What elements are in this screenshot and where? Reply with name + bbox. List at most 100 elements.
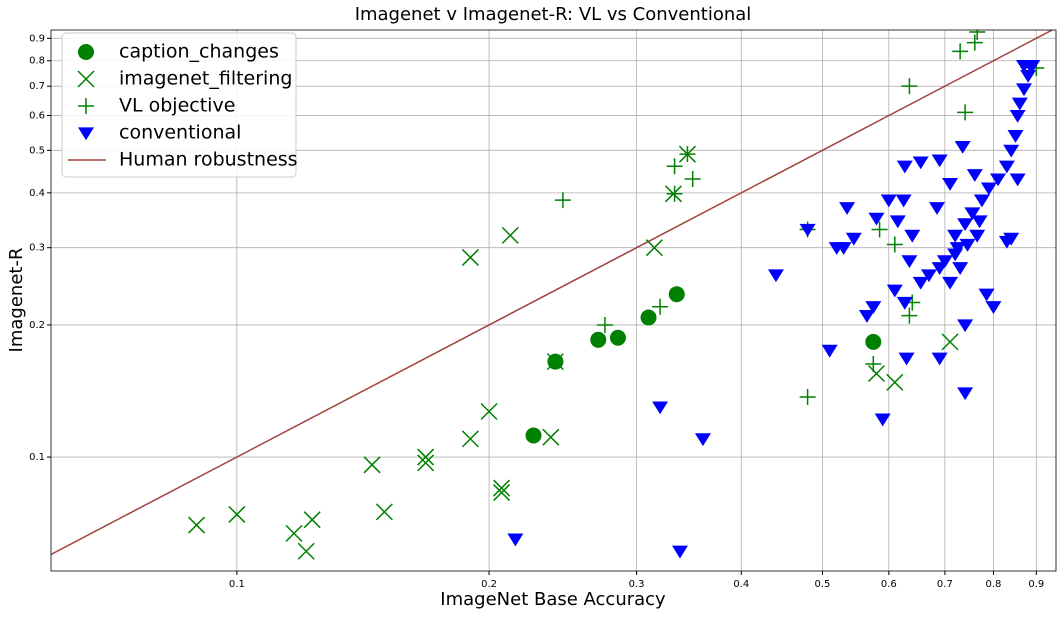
point bbox=[835, 242, 852, 255]
point bbox=[363, 456, 381, 474]
point bbox=[609, 329, 626, 346]
point bbox=[652, 298, 669, 315]
point bbox=[896, 296, 913, 310]
point bbox=[886, 284, 903, 298]
x-tick-label: 0.4 bbox=[733, 579, 749, 590]
point bbox=[228, 505, 246, 523]
point bbox=[666, 185, 683, 202]
point bbox=[954, 140, 971, 154]
point bbox=[493, 484, 511, 502]
point bbox=[966, 34, 983, 51]
point bbox=[799, 389, 816, 406]
x-tick-label: 0.7 bbox=[937, 579, 953, 590]
legend-label: VL objective bbox=[119, 95, 235, 117]
point bbox=[821, 344, 838, 358]
point bbox=[542, 428, 560, 446]
x-tick-label: 0.1 bbox=[229, 579, 245, 590]
x-tick-label: 0.6 bbox=[881, 579, 897, 590]
point bbox=[952, 43, 969, 60]
point bbox=[942, 276, 959, 290]
point bbox=[666, 158, 683, 175]
point bbox=[845, 232, 862, 246]
point bbox=[912, 276, 929, 290]
legend-marker bbox=[78, 127, 94, 141]
legend-label: conventional bbox=[119, 122, 241, 144]
point bbox=[957, 319, 974, 333]
point bbox=[957, 104, 974, 121]
point bbox=[978, 288, 995, 302]
point bbox=[904, 229, 921, 243]
point bbox=[858, 310, 875, 323]
point bbox=[929, 202, 946, 215]
point bbox=[417, 454, 435, 472]
x-axis-label: ImageNet Base Accuracy bbox=[440, 589, 666, 610]
point bbox=[865, 355, 882, 372]
point bbox=[1020, 69, 1037, 83]
point bbox=[886, 236, 903, 253]
point bbox=[525, 427, 542, 444]
point bbox=[461, 430, 479, 448]
point bbox=[942, 177, 959, 191]
point bbox=[767, 269, 784, 283]
point bbox=[668, 286, 685, 303]
point bbox=[596, 316, 613, 333]
y-tick-label: 0.2 bbox=[29, 320, 45, 331]
point bbox=[679, 146, 696, 163]
legend-label: imagenet_filtering bbox=[119, 68, 292, 90]
point bbox=[889, 215, 906, 229]
y-tick-label: 0.9 bbox=[29, 33, 45, 44]
point bbox=[645, 239, 663, 257]
point bbox=[285, 524, 303, 542]
x-tick-label: 0.5 bbox=[815, 579, 831, 590]
point bbox=[936, 255, 953, 269]
chart-title: Imagenet v Imagenet-R: VL vs Conventiona… bbox=[355, 4, 752, 25]
point bbox=[501, 226, 519, 244]
point bbox=[187, 516, 206, 534]
y-tick-label: 0.3 bbox=[29, 243, 45, 254]
point bbox=[493, 479, 511, 497]
point bbox=[1015, 83, 1032, 97]
x-tick-label: 0.8 bbox=[986, 579, 1002, 590]
y-tick-label: 0.4 bbox=[29, 188, 45, 199]
point bbox=[957, 387, 974, 401]
x-tick-label: 0.9 bbox=[1028, 579, 1044, 590]
y-tick-label: 0.1 bbox=[29, 452, 45, 463]
legend-label: caption_changes bbox=[119, 41, 279, 63]
point bbox=[973, 194, 990, 208]
point bbox=[966, 169, 983, 182]
point bbox=[865, 301, 882, 314]
x-tick-label: 0.2 bbox=[481, 579, 497, 590]
point bbox=[867, 365, 885, 383]
point bbox=[871, 221, 888, 238]
point bbox=[874, 413, 891, 427]
point bbox=[297, 542, 315, 560]
point bbox=[868, 212, 885, 226]
point bbox=[947, 229, 964, 243]
plot-marks bbox=[51, 30, 1053, 560]
point bbox=[1009, 173, 1026, 187]
point bbox=[947, 248, 964, 262]
point bbox=[912, 156, 929, 170]
point bbox=[931, 262, 948, 275]
point bbox=[980, 182, 997, 196]
point bbox=[671, 545, 688, 559]
point bbox=[941, 333, 959, 351]
point bbox=[1003, 144, 1020, 158]
y-tick-label: 0.8 bbox=[29, 56, 45, 67]
legend-marker bbox=[77, 70, 95, 88]
point bbox=[931, 154, 948, 168]
point bbox=[901, 78, 918, 95]
y-tick-label: 0.7 bbox=[29, 81, 45, 92]
point bbox=[1003, 232, 1020, 246]
point bbox=[554, 192, 571, 209]
legend-label: Human robustness bbox=[119, 149, 298, 171]
point bbox=[417, 448, 435, 466]
point bbox=[461, 248, 479, 266]
legend-marker bbox=[78, 44, 94, 60]
point bbox=[895, 194, 912, 208]
point bbox=[898, 352, 915, 366]
point bbox=[931, 352, 948, 366]
point bbox=[998, 160, 1015, 174]
point bbox=[839, 202, 856, 215]
point bbox=[957, 218, 974, 232]
